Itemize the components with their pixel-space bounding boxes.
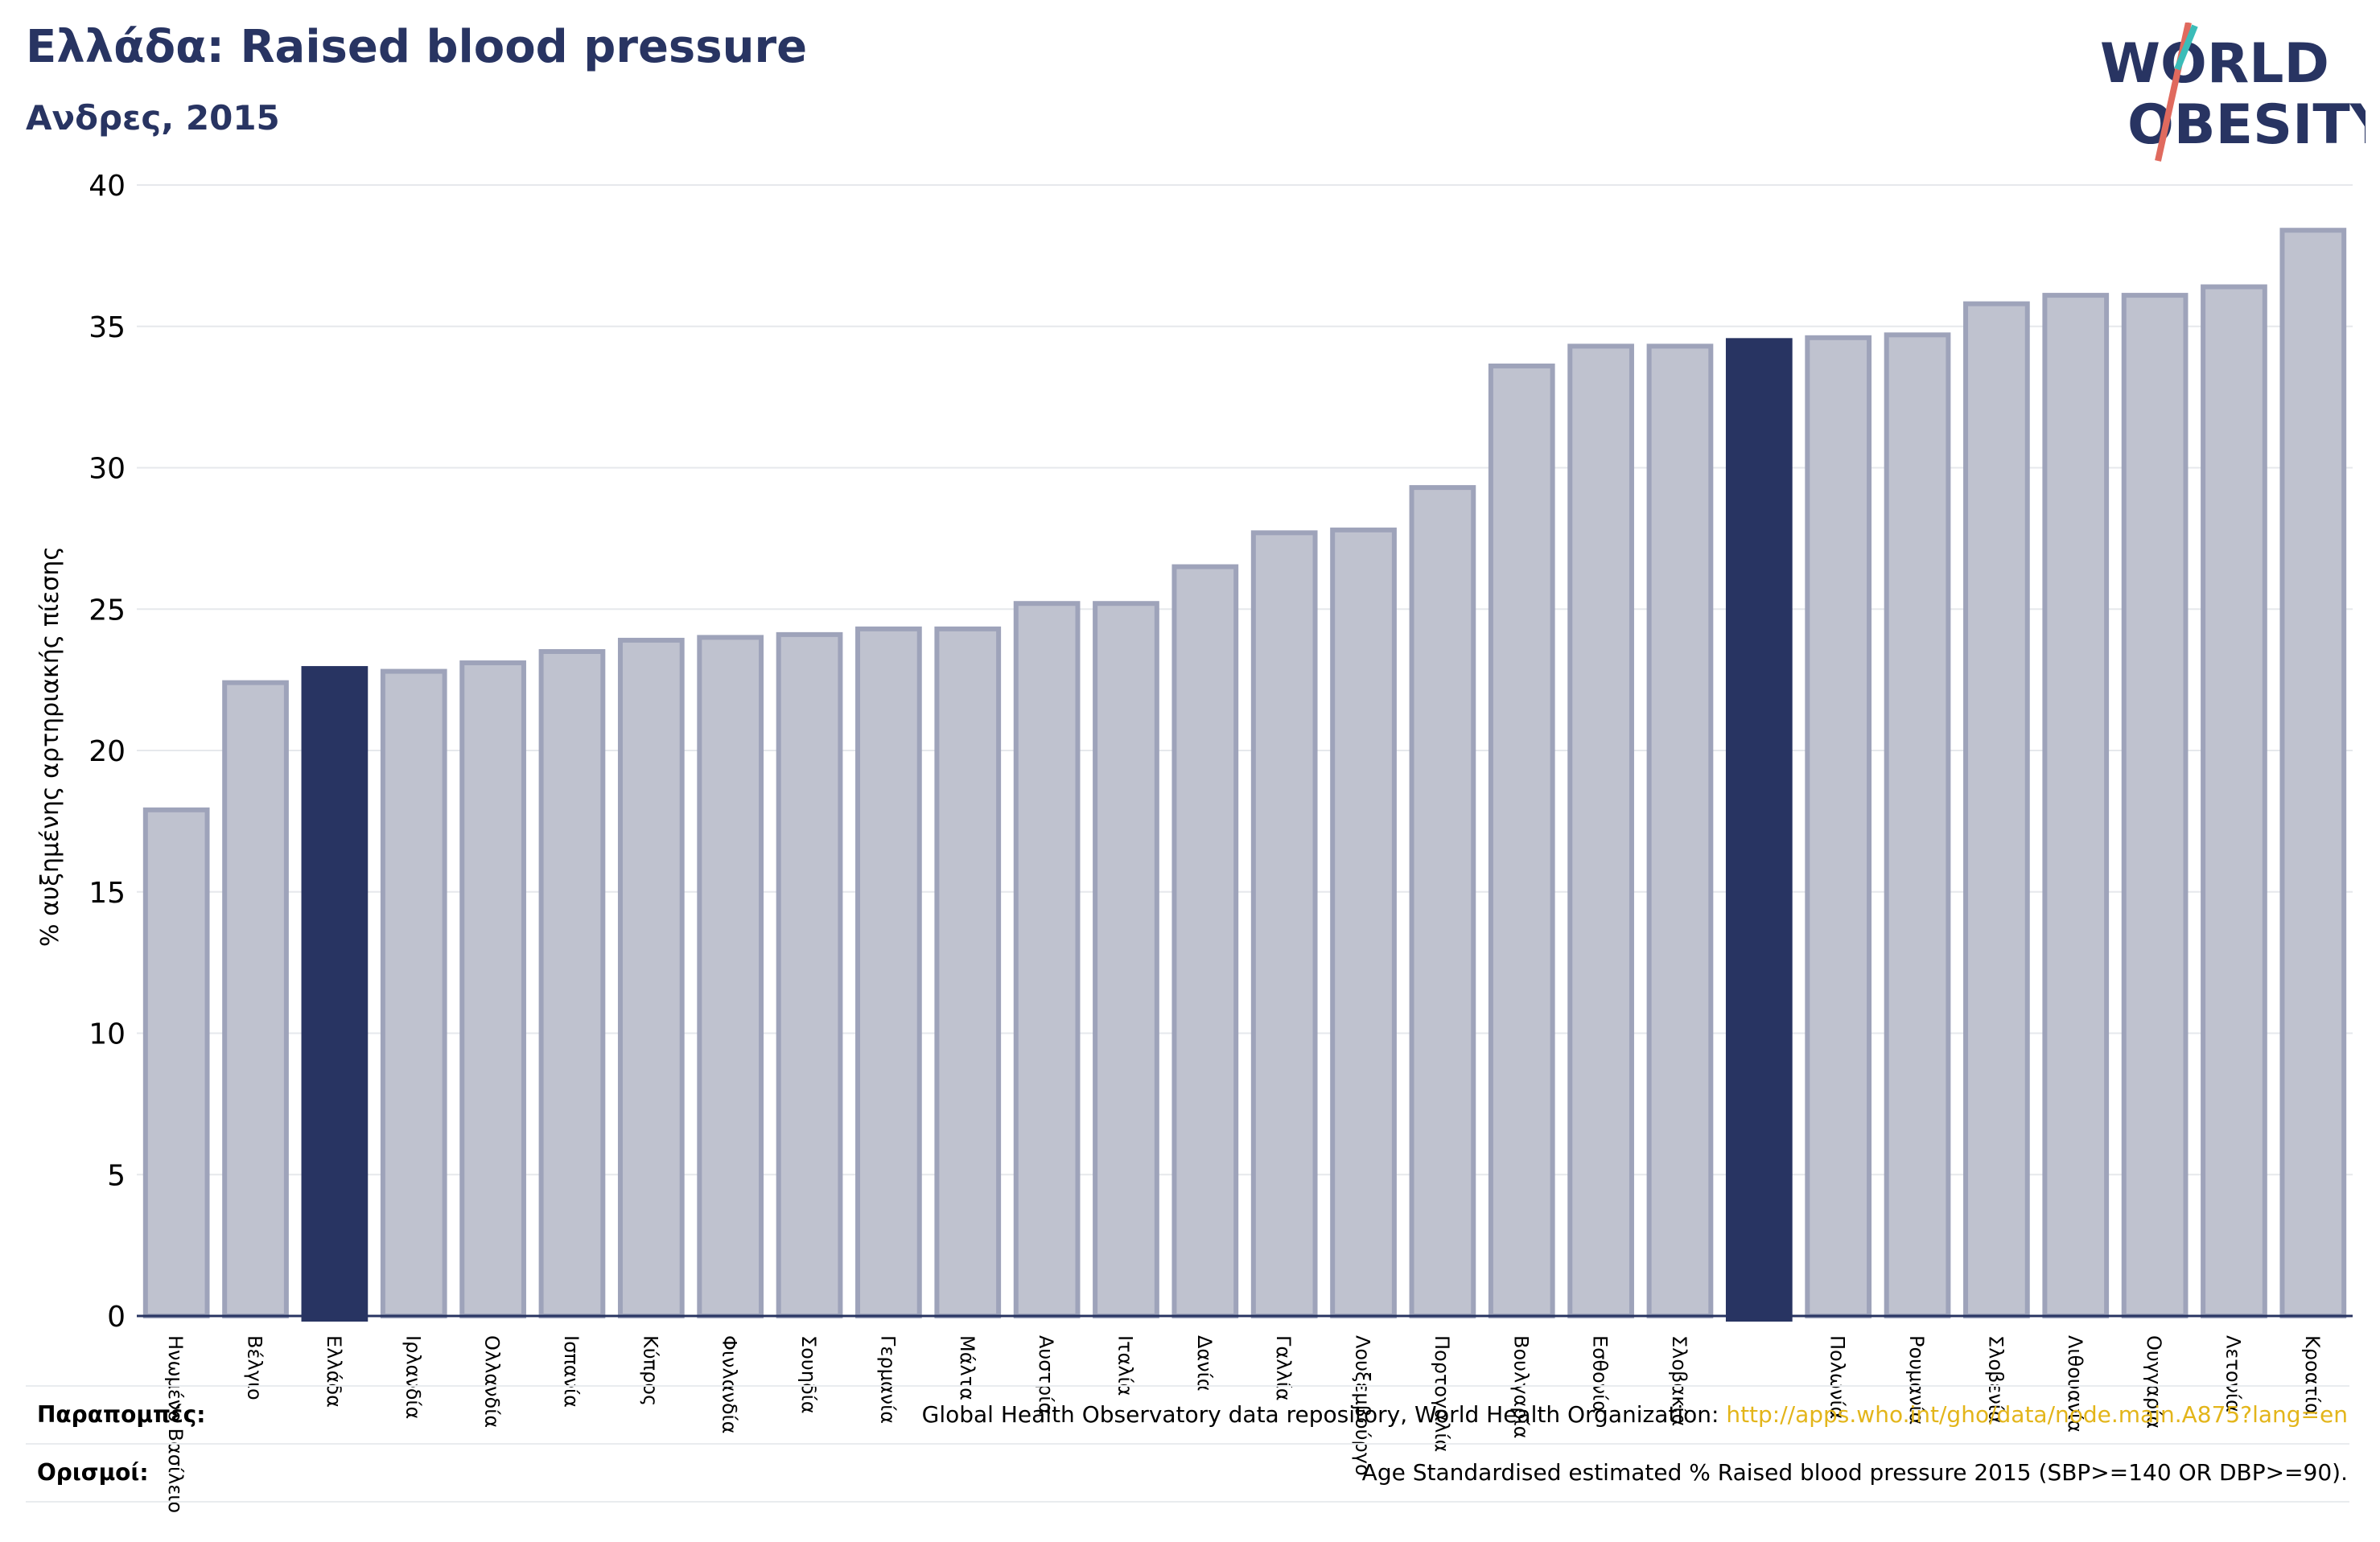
x-category-label: Βουλγαρία	[1509, 1335, 1532, 1438]
x-category-label: Πορτογαλία	[1431, 1335, 1453, 1452]
bar[interactable]	[1250, 530, 1318, 1318]
footer-definitions-row: Ορισμοί: Age Standardised estimated % Ra…	[26, 1445, 2349, 1501]
y-tick-label: 20	[89, 735, 126, 768]
x-category-label: Λουξεμβούργο	[1352, 1335, 1374, 1476]
references-link[interactable]: http://apps.who.int/gho/data/node.main.A…	[1726, 1401, 2348, 1428]
x-category-label: Αυστρία	[1035, 1335, 1057, 1415]
bar[interactable]	[459, 660, 526, 1318]
chart-title: Ελλάδα: Raised blood pressure	[26, 21, 808, 73]
footer-divider-2	[26, 1443, 2349, 1445]
references-value: Global Health Observatory data repositor…	[922, 1401, 2348, 1428]
x-category-label: Γερμανία	[876, 1335, 899, 1424]
y-tick-label: 35	[89, 311, 126, 344]
y-tick-labels: 0 5 10 15 20 25 30 35 40	[89, 170, 126, 1334]
bar[interactable]	[1725, 338, 1793, 1322]
bar[interactable]	[380, 668, 447, 1318]
bar[interactable]	[697, 635, 764, 1318]
x-category-label: Μάλτα	[956, 1335, 978, 1400]
x-category-label: Γαλλία	[1272, 1335, 1295, 1401]
x-category-label: Ηνωμένο Βασίλειο	[164, 1335, 187, 1513]
x-category-label: Ελλάδα	[323, 1335, 345, 1408]
y-tick-label: 5	[107, 1159, 126, 1192]
x-category-label: Σλοβακία	[1668, 1335, 1690, 1426]
bars	[142, 228, 2347, 1322]
bar[interactable]	[1963, 301, 2030, 1318]
references-label: Παραπομπές:	[37, 1401, 206, 1428]
x-category-label: Λετονία	[2221, 1335, 2244, 1412]
y-axis-label: % αυξημένης αρτηριακής πίεσης	[36, 546, 64, 947]
logo-slash-accent-icon	[2174, 24, 2198, 71]
bar[interactable]	[855, 626, 922, 1318]
bar[interactable]	[222, 680, 289, 1318]
x-category-label: Ιρλανδία	[401, 1335, 424, 1419]
x-category-label: Κύπρος	[639, 1335, 661, 1406]
y-tick-label: 10	[89, 1018, 126, 1051]
bar[interactable]	[617, 637, 685, 1318]
x-category-label: Ολλανδία	[481, 1335, 504, 1428]
chart-subtitle: Ανδρες, 2015	[26, 98, 280, 138]
bar[interactable]	[1013, 601, 1081, 1318]
bar[interactable]	[934, 626, 1002, 1318]
bar[interactable]	[2201, 284, 2267, 1318]
x-category-labels: Ηνωμένο Βασίλειο Βέλγιο Ελλάδα Ιρλανδία Ολλα…	[164, 1335, 2324, 1513]
bar[interactable]	[538, 648, 606, 1318]
x-category-label: Κροατία	[2301, 1335, 2324, 1416]
references-text: Global Health Observatory data repositor…	[921, 1401, 1727, 1428]
world-obesity-logo: WORLD OBESITY	[2100, 23, 2366, 162]
x-category-label: Πολωνία	[1826, 1335, 1849, 1419]
x-category-label: Δανία	[1193, 1335, 1216, 1392]
y-tick-label: 15	[89, 877, 126, 910]
definitions-text: Age Standardised estimated % Raised bloo…	[1361, 1459, 2348, 1486]
bar[interactable]	[1488, 363, 1555, 1319]
definitions-label: Ορισμοί:	[37, 1459, 149, 1486]
y-tick-label: 0	[107, 1301, 126, 1334]
x-category-label: Ρουμανία	[1905, 1335, 1928, 1425]
bar[interactable]	[2121, 293, 2189, 1319]
bar[interactable]	[1646, 343, 1714, 1319]
bar[interactable]	[1093, 601, 1159, 1318]
bar[interactable]	[1409, 485, 1476, 1318]
x-category-label: Βέλγιο	[244, 1335, 266, 1400]
x-category-label: Ισπανία	[560, 1335, 583, 1408]
y-tick-label: 30	[89, 453, 126, 486]
x-category-label: Φινλανδία	[719, 1335, 741, 1433]
bar[interactable]	[142, 807, 210, 1318]
bar[interactable]	[1330, 527, 1397, 1318]
bar[interactable]	[1567, 343, 1634, 1319]
bar[interactable]	[776, 631, 843, 1318]
bar[interactable]	[1805, 335, 1872, 1318]
footer-divider	[26, 1385, 2349, 1387]
y-tick-label: 40	[89, 170, 126, 203]
bar[interactable]	[2279, 228, 2347, 1318]
x-category-label: Εσθονία	[1589, 1335, 1612, 1413]
logo-line1: WORLD	[2100, 32, 2329, 96]
bar[interactable]	[301, 666, 369, 1322]
x-category-label: Σλοβενία	[1984, 1335, 2007, 1424]
x-category-label: Λιθουανία	[2064, 1335, 2086, 1433]
footer-references-row: Παραπομπές: Global Health Observatory da…	[26, 1387, 2349, 1443]
footer-divider-3	[26, 1501, 2349, 1503]
y-tick-label: 25	[89, 594, 126, 627]
x-category-label: Ουγγαρία	[2143, 1335, 2165, 1429]
bar[interactable]	[2042, 293, 2110, 1319]
x-category-label: Σουηδία	[797, 1335, 820, 1414]
bar[interactable]	[1884, 332, 1951, 1318]
bar[interactable]	[1171, 564, 1239, 1318]
